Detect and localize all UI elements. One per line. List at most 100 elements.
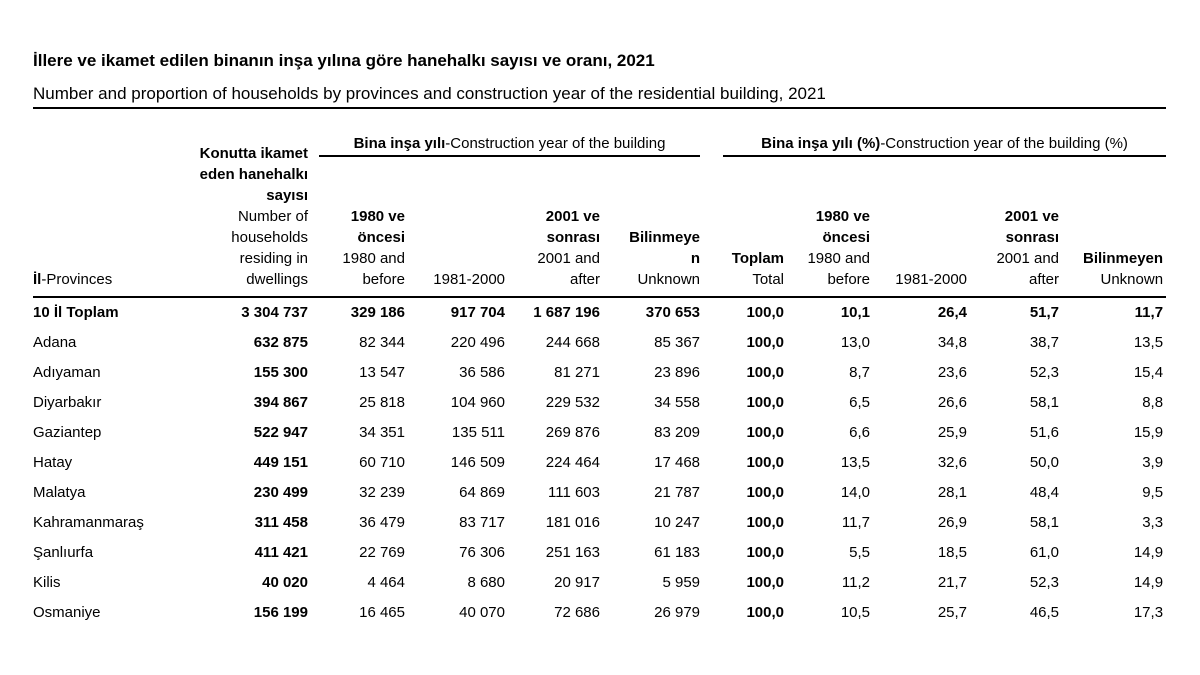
table-row: Osmaniye 156 199 16 465 40 070 72 686 26 979 1… — [33, 598, 1166, 628]
province-cell: Şanlıurfa — [33, 544, 94, 561]
value-cell: 40 020 — [262, 574, 308, 591]
value-cell: 25,7 — [937, 604, 968, 621]
value-cell: 224 464 — [545, 454, 600, 471]
value-cell: 100,0 — [746, 304, 785, 321]
province-cell: Adıyaman — [33, 364, 101, 381]
value-cell: 18,5 — [937, 544, 968, 561]
table-row: Malatya 230 499 32 239 64 869 111 603 21 787 1… — [33, 478, 1166, 508]
page-title-turkish: İllere ve ikamet edilen binanın inşa yıl… — [33, 51, 655, 70]
value-cell: 20 917 — [554, 574, 600, 591]
value-cell: 5 959 — [662, 574, 701, 591]
value-cell: 8 680 — [467, 574, 505, 591]
value-cell: 17,3 — [1133, 604, 1164, 621]
col-header-total-percent: Toplam Total — [703, 157, 788, 298]
group-header-construction-year-percent-label: Bina inşa yılı (%)-Construction year of … — [723, 135, 1167, 157]
value-cell: 370 653 — [645, 304, 701, 321]
value-cell: 23 896 — [654, 364, 701, 381]
value-cell: 3,9 — [1142, 454, 1164, 471]
households-header-line: Number of — [237, 208, 308, 225]
value-cell: 100,0 — [746, 364, 785, 381]
table-row: Şanlıurfa 411 421 22 769 76 306 251 163 61 18… — [33, 538, 1166, 568]
col-header-2001-after: 2001 ve sonrası 2001 and after — [508, 157, 603, 298]
value-cell: 11,7 — [841, 514, 871, 531]
value-cell: 26,4 — [937, 304, 968, 321]
households-header-line: households — [231, 229, 308, 246]
value-cell: 100,0 — [746, 454, 785, 471]
value-cell: 394 867 — [253, 394, 308, 411]
province-cell: Gaziantep — [33, 424, 102, 441]
value-cell: 36 586 — [459, 364, 505, 381]
value-cell: 46,5 — [1029, 604, 1060, 621]
value-cell: 23,6 — [937, 364, 968, 381]
value-cell: 13 547 — [359, 364, 405, 381]
value-cell: 25 818 — [359, 394, 405, 411]
value-cell: 21 787 — [654, 484, 701, 501]
value-cell: 58,1 — [1029, 394, 1060, 411]
value-cell: 8,8 — [1142, 394, 1164, 411]
value-cell: 60 710 — [359, 454, 405, 471]
value-cell: 40 070 — [459, 604, 505, 621]
value-cell: 85 367 — [654, 334, 701, 351]
households-column-header: Konutta ikamet eden hanehalkı sayısı Num… — [178, 130, 311, 298]
col-header-1981-2000-percent: 1981-2000 — [873, 157, 971, 298]
value-cell: 48,4 — [1029, 484, 1060, 501]
value-cell: 15,4 — [1133, 364, 1164, 381]
table-row: Diyarbakır 394 867 25 818 104 960 229 532 34 … — [33, 388, 1166, 418]
col-header-1980-before-percent: 1980 ve öncesi 1980 and before — [787, 157, 874, 298]
table-row: Kilis 40 020 4 464 8 680 20 917 5 959 100,0 11,… — [33, 568, 1166, 598]
value-cell: 5,5 — [849, 544, 871, 561]
province-cell: Malatya — [33, 484, 86, 501]
value-cell: 10 247 — [654, 514, 701, 531]
value-cell: 14,0 — [840, 484, 871, 501]
header-divider — [33, 107, 1166, 109]
value-cell: 34 558 — [654, 394, 701, 411]
value-cell: 3,3 — [1142, 514, 1164, 531]
value-cell: 8,7 — [849, 364, 871, 381]
value-cell: 13,5 — [1133, 334, 1164, 351]
value-cell: 251 163 — [545, 544, 600, 561]
value-cell: 100,0 — [746, 334, 785, 351]
province-cell: Adana — [33, 334, 77, 351]
value-cell: 76 306 — [459, 544, 505, 561]
col-header-1981-2000: 1981-2000 — [408, 157, 508, 298]
value-cell: 26,6 — [937, 394, 968, 411]
province-cell: 10 İl Toplam — [33, 304, 119, 321]
value-cell: 100,0 — [746, 544, 785, 561]
value-cell: 51,7 — [1029, 304, 1060, 321]
value-cell: 220 496 — [450, 334, 505, 351]
households-header-line: sayısı — [266, 187, 308, 204]
value-cell: 25,9 — [937, 424, 968, 441]
table-row: 10 İl Toplam 3 304 737 329 186 917 704 1 687… — [33, 297, 1166, 328]
province-cell: Kilis — [33, 574, 61, 591]
value-cell: 34 351 — [359, 424, 405, 441]
table-row: Kahramanmaraş 311 458 36 479 83 717 181 016 1… — [33, 508, 1166, 538]
value-cell: 32,6 — [937, 454, 968, 471]
value-cell: 522 947 — [253, 424, 308, 441]
value-cell: 411 421 — [254, 544, 308, 561]
value-cell: 6,5 — [849, 394, 871, 411]
province-cell: Kahramanmaraş — [33, 514, 144, 531]
value-cell: 26,9 — [937, 514, 968, 531]
value-cell: 632 875 — [253, 334, 308, 351]
table-row: Adana 632 875 82 344 220 496 244 668 85 367 10… — [33, 328, 1166, 358]
households-header-line: Konutta ikamet — [199, 145, 308, 162]
col-header-unknown-percent: Bilinmeyen Unknown — [1062, 157, 1167, 298]
value-cell: 83 717 — [459, 514, 505, 531]
table-row: Gaziantep 522 947 34 351 135 511 269 876 83 2… — [33, 418, 1166, 448]
value-cell: 156 199 — [253, 604, 308, 621]
value-cell: 917 704 — [450, 304, 505, 321]
group-header-construction-year: Bina inşa yılı-Construction year of the … — [311, 130, 703, 157]
value-cell: 82 344 — [359, 334, 405, 351]
value-cell: 104 960 — [450, 394, 505, 411]
province-cell: Osmaniye — [33, 604, 101, 621]
col-header-2001-after-percent: 2001 ve sonrası 2001 and after — [970, 157, 1063, 298]
value-cell: 329 186 — [350, 304, 405, 321]
province-cell: Hatay — [33, 454, 73, 471]
col-header-unknown: Bilinmeye n Unknown — [603, 157, 704, 298]
table-row: Hatay 449 151 60 710 146 509 224 464 17 468 10… — [33, 448, 1166, 478]
value-cell: 17 468 — [654, 454, 701, 471]
province-cell: Diyarbakır — [33, 394, 102, 411]
value-cell: 13,0 — [840, 334, 871, 351]
value-cell: 244 668 — [545, 334, 600, 351]
value-cell: 269 876 — [545, 424, 600, 441]
